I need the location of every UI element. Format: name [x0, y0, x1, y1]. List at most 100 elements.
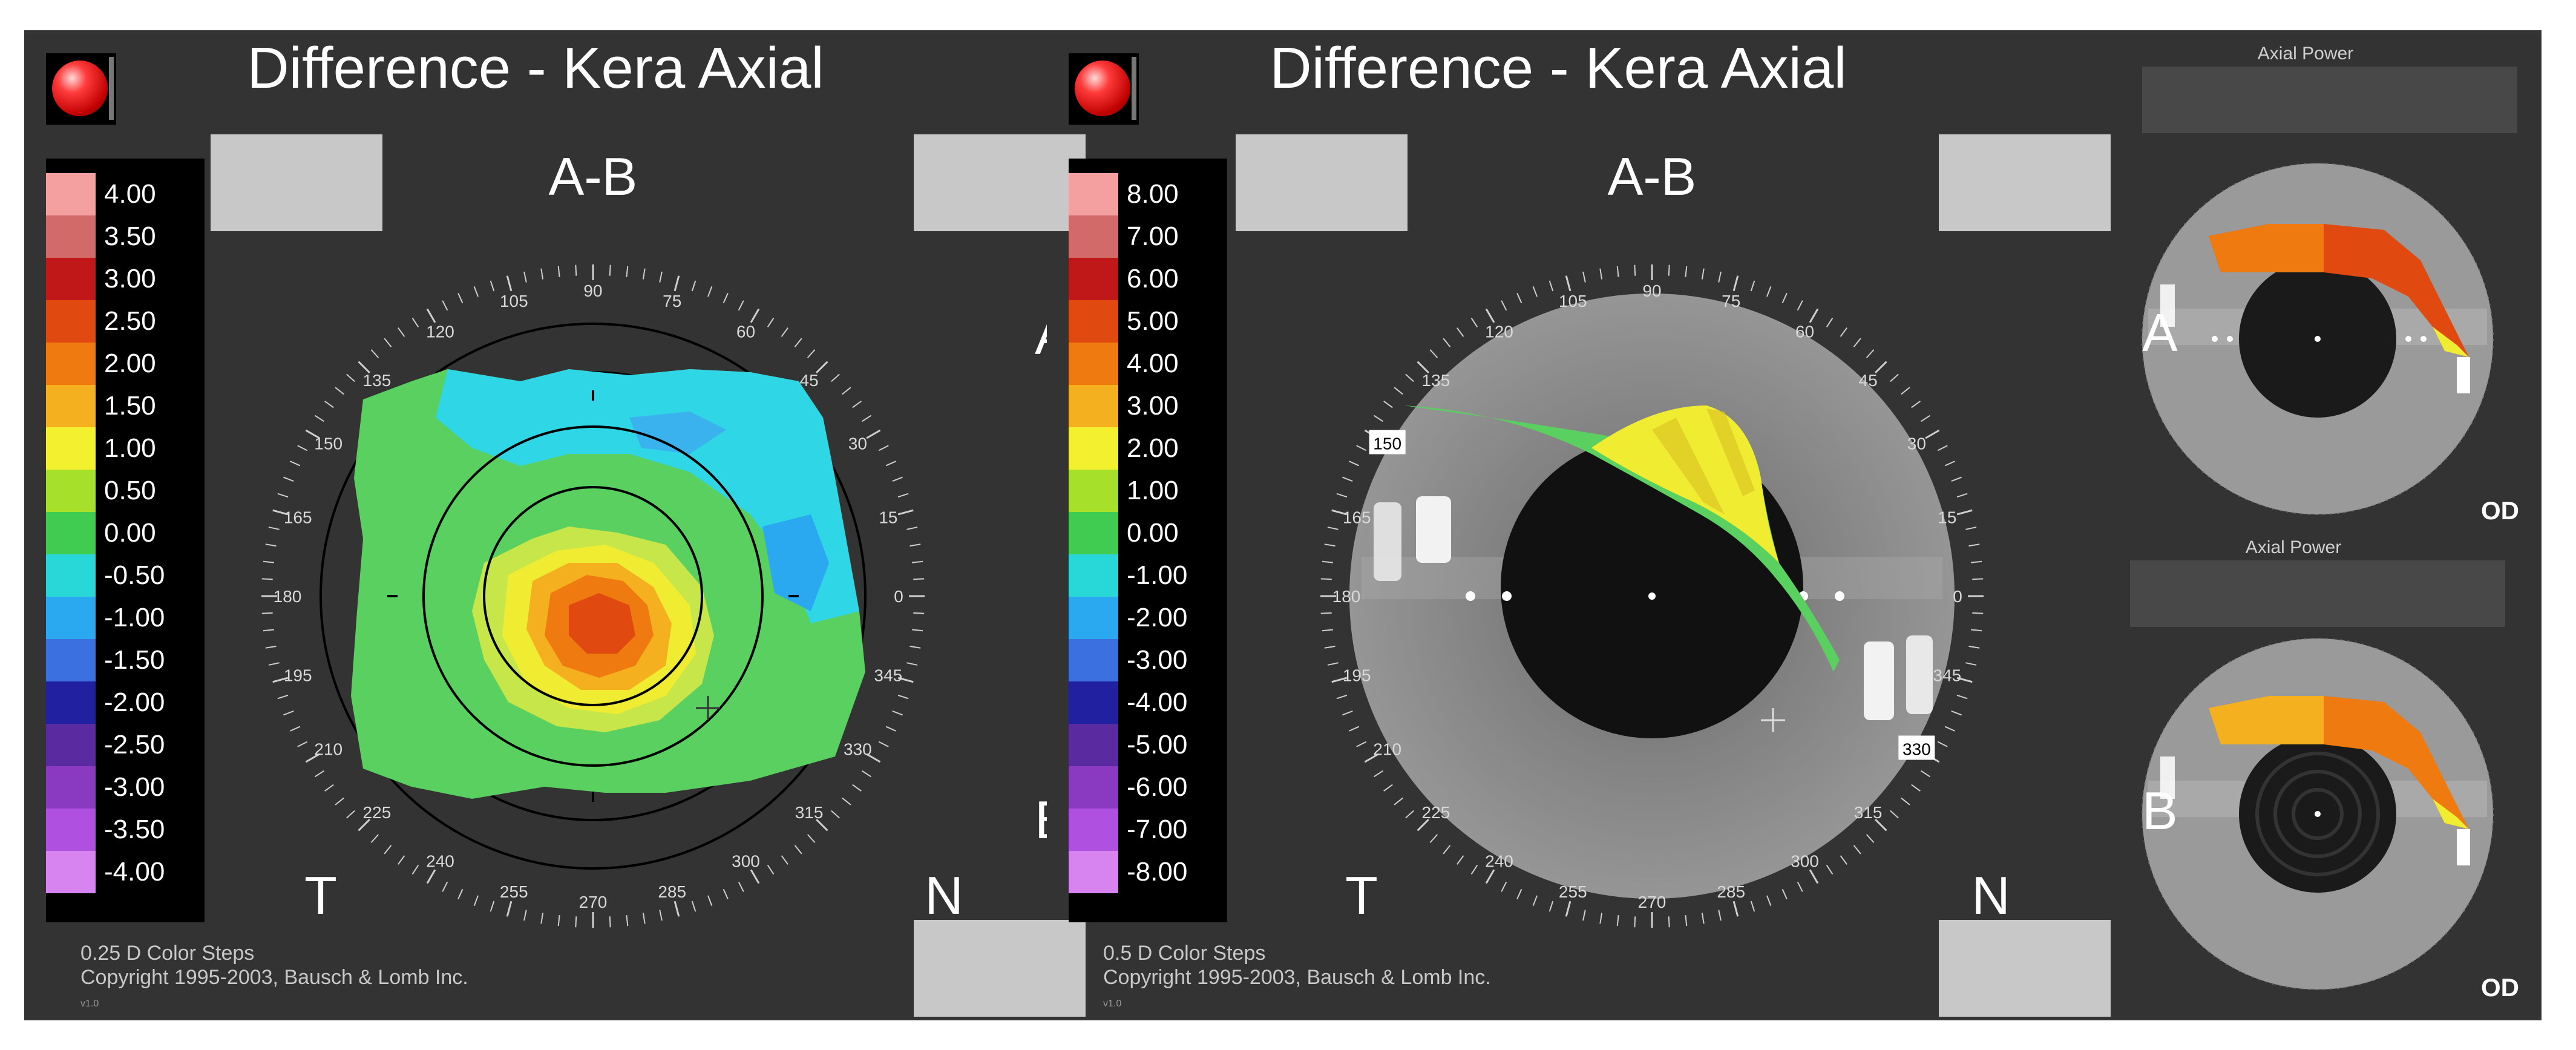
angle-tick: [346, 810, 355, 819]
angle-label: 210: [314, 740, 342, 759]
angle-tick: [1781, 888, 1788, 900]
angle-label: 285: [1717, 882, 1745, 901]
axial-power-title-a: Axial Power: [2257, 44, 2354, 64]
map-title: Difference - Kera Axial: [1270, 36, 1847, 100]
angle-tick: [1925, 429, 1940, 439]
angle-tick: [659, 271, 663, 283]
scale-label: -2.00: [1127, 603, 1188, 632]
angle-tick: [909, 645, 921, 649]
difference-map-panel-overlay: Difference - Kera Axial 8.00 7.00 6.00 5.00…: [1047, 30, 2111, 1020]
status-indicator[interactable]: [46, 53, 116, 125]
angle-label: 30: [1907, 435, 1926, 453]
angle-labels: 0 15 30 45 60 75 90 105 120 135 150 165 180 195 210 225…: [274, 281, 903, 911]
angle-tick: [1582, 271, 1586, 283]
angle-tick: [1840, 327, 1847, 337]
angle-tick: [1968, 645, 1980, 649]
angle-tick: [1373, 415, 1384, 422]
angle-tick: [807, 349, 816, 358]
angle-tick: [842, 387, 851, 395]
angle-tick: [906, 527, 918, 530]
angle-tick: [816, 361, 828, 373]
angle-tick: [1956, 493, 1968, 498]
angle-tick: [1797, 300, 1803, 311]
angle-tick: [911, 560, 923, 563]
angle-tick: [297, 741, 308, 747]
angle-tick: [1356, 741, 1367, 747]
angle-tick: [878, 445, 889, 451]
angle-tick: [540, 913, 544, 924]
angle-tick: [1320, 612, 1332, 614]
scale-label: -0.50: [104, 560, 165, 590]
angle-tick: [1634, 916, 1636, 928]
scale-swatch: [46, 512, 96, 554]
angle-tick: [1336, 694, 1348, 700]
angle-tick: [1599, 268, 1603, 280]
info-box-bottom-right: [1939, 920, 2111, 1017]
angle-tick: [1890, 373, 1899, 382]
angle-tick: [1668, 264, 1670, 276]
angle-tick: [707, 895, 713, 906]
angle-tick: [557, 914, 560, 927]
angle-tick: [1429, 834, 1438, 843]
angle-tick: [523, 910, 527, 921]
angle-label: 135: [1422, 371, 1450, 390]
scale-label: -2.00: [104, 687, 165, 717]
angle-tick: [1944, 726, 1956, 732]
angle-tick: [1457, 855, 1464, 865]
screenshot-frame: Difference - Kera Axial 4.00 3.50 3.00 2.50…: [24, 30, 2542, 1020]
angle-tick: [1797, 881, 1803, 892]
angle-tick: [297, 445, 308, 451]
angle-tick: [1457, 327, 1464, 337]
angle-tick: [1383, 401, 1393, 409]
angle-label: 90: [583, 281, 602, 300]
angle-tick: [384, 845, 392, 855]
info-box-top-left: [211, 134, 382, 231]
angle-tick: [750, 869, 760, 884]
angle-tick: [289, 461, 301, 467]
angle-tick: [1582, 910, 1586, 921]
angle-tick: [807, 834, 816, 843]
scale-label: 7.00: [1127, 221, 1179, 251]
header-label: A-B: [549, 146, 638, 206]
angle-tick: [490, 901, 495, 912]
angle-label: 120: [1485, 323, 1513, 341]
angle-tick: [1348, 461, 1360, 467]
scale-label: 0.50: [104, 476, 156, 505]
angle-tick: [691, 901, 696, 912]
angle-tick: [1364, 753, 1379, 763]
axial-power-thumbnails: Axial Power A OD Axial Power: [2070, 30, 2542, 1020]
angle-label: 165: [1343, 508, 1371, 527]
crosshair-marker: [1761, 708, 1785, 732]
version-label: v1.0: [80, 999, 99, 1009]
angle-tick: [398, 855, 405, 865]
axial-power-map-a[interactable]: A: [2070, 127, 2542, 563]
angle-label: 180: [1332, 587, 1361, 606]
angle-tick: [1342, 710, 1353, 716]
scale-swatch: [46, 597, 96, 639]
axial-power-title-b: Axial Power: [2245, 537, 2342, 557]
eye-overlay-map[interactable]: 0 15 30 45 60 75 90 105 120 135 150 165 180 195 210 225…: [1047, 30, 2070, 1020]
scale-label: -7.00: [1127, 815, 1188, 844]
status-indicator[interactable]: [1069, 53, 1139, 125]
temporal-label: T: [304, 865, 337, 925]
angle-tick: [1920, 415, 1931, 422]
angle-tick: [1890, 810, 1899, 819]
scale-swatch: [46, 724, 96, 766]
angle-tick: [626, 266, 629, 278]
angle-tick: [324, 401, 334, 409]
axial-power-bar-b: [2130, 560, 2505, 627]
angle-label: 300: [732, 851, 760, 870]
angle-tick: [911, 629, 923, 632]
angle-scale-ring: [1320, 264, 1984, 928]
angle-tick: [272, 677, 289, 683]
scale-label: -4.00: [1127, 687, 1188, 717]
angle-tick: [673, 275, 680, 292]
angle-label: 105: [1559, 292, 1587, 310]
angle-tick: [370, 349, 379, 358]
angle-tick: [1685, 914, 1688, 927]
angle-tick: [1826, 864, 1834, 875]
topography-map[interactable]: 0 15 30 45 60 75 90 105 120 135 150 165 180 195 210 225…: [24, 30, 1047, 1020]
scale-label: 1.50: [104, 391, 156, 421]
axial-power-map-b[interactable]: B: [2070, 611, 2542, 1023]
angle-tick: [1549, 901, 1554, 912]
